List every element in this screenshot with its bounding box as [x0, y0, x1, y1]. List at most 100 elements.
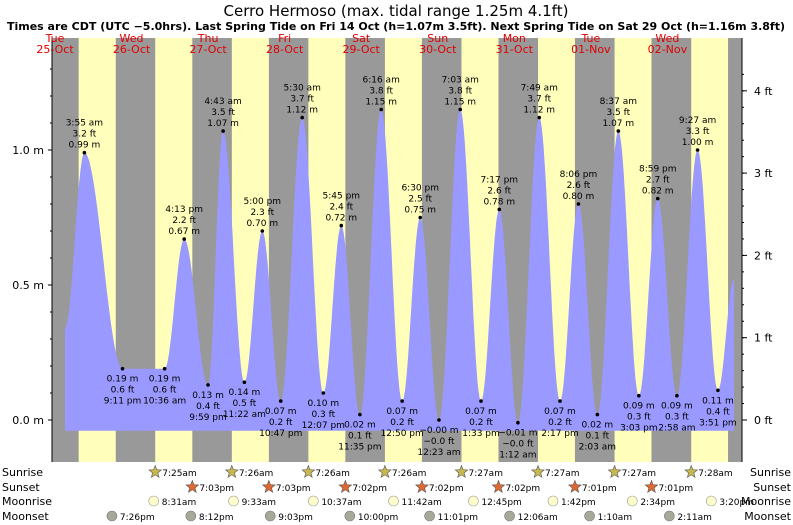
moonrise-time: 9:33am	[242, 498, 277, 508]
tide-time-label: 9:11 pm	[104, 397, 142, 407]
tide-point	[595, 412, 600, 417]
tide-height-m-label: 0.80 m	[563, 192, 595, 202]
tide-height-ft-label: 0.4 ft	[706, 407, 730, 417]
tide-labels: 3:55 am3.2 ft0.99 m0.19 m0.6 ft9:11 pm0.…	[66, 76, 737, 461]
tide-time-label: 5:00 pm	[244, 197, 282, 207]
moonrise-icon	[547, 495, 559, 507]
sunset-icon	[567, 479, 582, 493]
tide-time-label: 7:03 am	[442, 76, 479, 86]
moonset-time: 9:03pm	[278, 513, 313, 523]
moonset-time: 7:26pm	[120, 513, 155, 523]
tide-point	[321, 391, 326, 395]
moonrise-icon	[627, 495, 638, 507]
moonrise-time: 3:20pm	[719, 498, 754, 508]
tide-point	[162, 366, 167, 371]
tide-height-m-label: 0.78 m	[483, 197, 515, 207]
sunset-time: 7:02pm	[352, 484, 387, 494]
day-of-week-label: Sat	[352, 32, 371, 45]
tide-point	[300, 115, 304, 120]
sunset-time: 7:03pm	[276, 484, 311, 494]
sunset-time: 7:02pm	[505, 484, 540, 494]
tide-height-ft-label: 2.2 ft	[172, 216, 196, 226]
moonrise-row-label-left: Moonrise	[2, 495, 52, 508]
tide-height-m-label: 0.07 m	[386, 407, 418, 417]
sunrise-row-label-right: Sunrise	[750, 466, 791, 479]
date-label: 31-Oct	[496, 43, 534, 56]
tide-height-ft-label: 0.3 ft	[311, 410, 335, 420]
tide-height-m-label: 1.12 m	[523, 106, 555, 116]
tide-height-ft-label: 0.1 ft	[348, 432, 372, 442]
tide-point	[497, 207, 502, 212]
date-label: 26-Oct	[113, 43, 151, 56]
date-label: 29-Oct	[343, 43, 381, 56]
tide-point	[182, 237, 187, 241]
tide-time-label: 12:50 pm	[381, 429, 424, 439]
tide-height-m-label: 1.12 m	[286, 106, 318, 116]
sunrise-time: 7:27am	[545, 469, 580, 479]
tide-height-ft-label: 0.6 ft	[153, 386, 177, 396]
tide-height-ft-label: 0.3 ft	[665, 413, 689, 423]
tide-point	[260, 229, 265, 233]
tide-height-ft-label: 0.2 ft	[390, 418, 414, 428]
tide-height-ft-label: −0.0 ft	[502, 440, 534, 450]
tide-height-ft-label: 2.4 ft	[329, 203, 353, 213]
tide-time-label: 8:37 am	[600, 97, 637, 107]
tide-point	[437, 418, 441, 422]
tide-point	[637, 393, 641, 398]
tide-height-m-label: 0.10 m	[307, 399, 339, 409]
tide-time-label: 12:23 am	[417, 448, 460, 458]
tide-height-ft-label: 3.8 ft	[448, 87, 472, 97]
sunrise-time: 7:27am	[622, 469, 657, 479]
tide-height-ft-label: 3.7 ft	[527, 95, 551, 105]
sunset-time: 7:03pm	[199, 484, 234, 494]
moonset-icon	[584, 510, 595, 522]
tide-height-ft-label: 0.2 ft	[269, 418, 293, 428]
day-of-week-label: Mon	[503, 32, 526, 45]
moonset-icon	[664, 510, 675, 522]
tide-height-m-label: 0.07 m	[544, 407, 576, 417]
tide-time-label: 11:35 pm	[338, 443, 381, 453]
sunset-icon	[414, 479, 429, 493]
sunrise-icon	[684, 464, 699, 478]
moonrise-icon	[308, 495, 319, 507]
moonset-icon	[106, 510, 118, 522]
chart-subtitle: Times are CDT (UTC −5.0hrs). Last Spring…	[7, 20, 785, 33]
sunrise-icon	[148, 464, 163, 478]
sunset-icon	[338, 479, 353, 493]
day-of-week-label: Tue	[45, 32, 65, 45]
moonrise-row-label-right: Moonrise	[741, 495, 791, 508]
tide-height-m-label: 0.72 m	[325, 214, 357, 224]
sunrise-time: 7:26am	[315, 469, 350, 479]
moonrise-time: 12:45pm	[481, 498, 521, 508]
moonset-icon	[504, 510, 515, 522]
tide-time-label: 2:58 am	[658, 424, 695, 434]
tide-time-label: 7:17 pm	[481, 175, 519, 185]
tide-height-m-label: 1.15 m	[444, 98, 476, 108]
tide-point	[120, 366, 125, 371]
sunset-icon	[261, 479, 276, 493]
tide-time-label: 10:47 pm	[259, 429, 302, 439]
tide-height-ft-label: 0.6 ft	[111, 386, 135, 396]
y-tick-label-ft: 3 ft	[754, 167, 773, 180]
sunrise-icon	[224, 464, 239, 478]
tide-time-label: 5:45 pm	[323, 192, 361, 202]
moonrise-time: 10:37am	[321, 498, 361, 508]
tide-height-m-label: 0.11 m	[702, 396, 734, 406]
tide-point	[418, 215, 423, 220]
tide-height-m-label: 0.07 m	[265, 407, 297, 417]
tide-time-label: 3:55 am	[66, 119, 103, 129]
tide-time-label: 7:49 am	[521, 84, 558, 94]
tide-height-m-label: 0.09 m	[623, 402, 655, 412]
tide-time-label: 2:03 am	[579, 443, 616, 453]
tide-height-m-label: 1.07 m	[602, 119, 634, 129]
tide-height-ft-label: 2.3 ft	[250, 208, 274, 218]
sunset-row-label-right: Sunset	[753, 481, 791, 494]
sunrise-icon	[377, 464, 392, 478]
tide-height-m-label: 0.07 m	[465, 407, 497, 417]
tide-point	[576, 202, 581, 206]
tide-height-m-label: 0.09 m	[661, 402, 693, 412]
tide-height-m-label: 0.02 m	[344, 421, 376, 431]
tide-height-m-label: 1.07 m	[207, 119, 239, 129]
tide-point	[695, 148, 700, 152]
moonset-time: 12:06am	[518, 513, 558, 523]
